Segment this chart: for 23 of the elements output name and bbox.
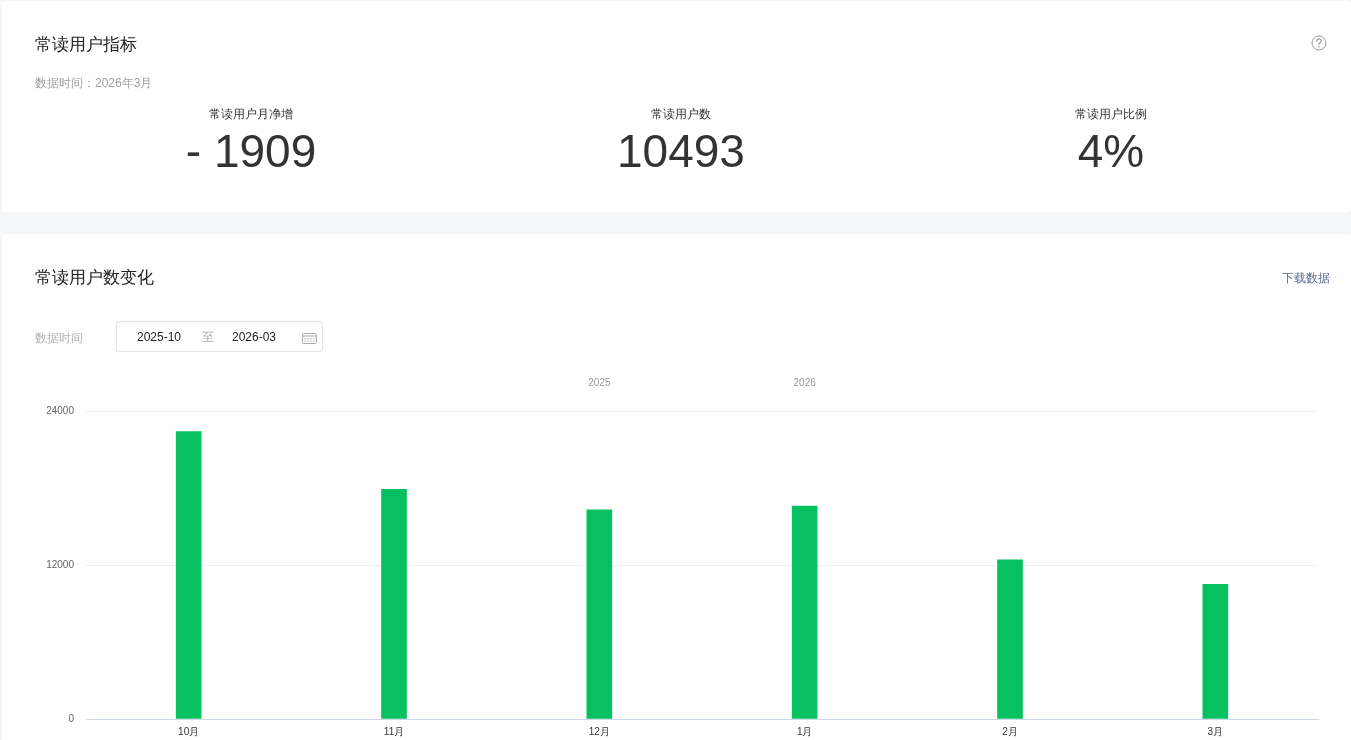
- x-tick-label: 12月: [588, 725, 610, 737]
- x-tick-label: 10月: [178, 725, 200, 737]
- text: 2026: [793, 376, 817, 388]
- bar: [381, 488, 407, 719]
- text: 数据时间: [35, 330, 83, 346]
- bar: [175, 431, 202, 719]
- text: 下载数据: [1282, 270, 1330, 286]
- y-tick-label: 24000: [46, 404, 75, 416]
- chart-title: 常读用户数变化: [35, 267, 154, 289]
- text: 至: [202, 329, 214, 345]
- bar: [791, 505, 818, 719]
- x-tick-label: 1月: [796, 725, 813, 737]
- text: 2025: [588, 376, 611, 388]
- text: 2026-03: [232, 329, 277, 345]
- bar: [997, 559, 1023, 719]
- x-tick-label: 11月: [383, 725, 405, 737]
- text: 2025-10: [137, 329, 182, 345]
- x-tick-label: 2月: [1002, 725, 1018, 737]
- x-tick-label: 3月: [1207, 725, 1224, 737]
- bar: [586, 509, 613, 719]
- bar: [1202, 583, 1229, 719]
- y-tick-label: 12000: [46, 558, 75, 570]
- y-tick-label: 0: [68, 712, 75, 724]
